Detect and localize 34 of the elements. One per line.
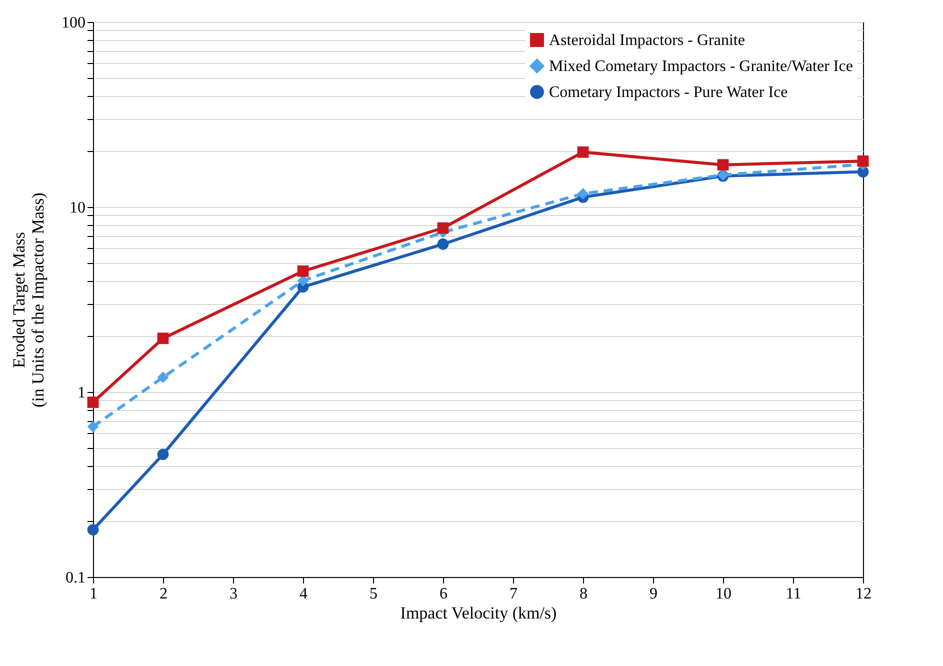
x-tick-label: 11 (786, 586, 802, 602)
legend-label: Asteroidal Impactors - Granite (549, 32, 745, 49)
x-tick-label: 12 (856, 586, 872, 602)
point (297, 265, 309, 277)
point (87, 420, 99, 432)
y-tick-label: 100 (62, 14, 86, 32)
x-tick-label: 10 (716, 586, 732, 602)
x-tick-label: 5 (370, 586, 378, 602)
point (577, 146, 589, 158)
point (437, 222, 449, 234)
point (157, 448, 169, 460)
point (857, 155, 869, 167)
point (87, 524, 99, 536)
x-tick-label: 1 (90, 586, 98, 602)
point (87, 396, 99, 408)
x-axis-title: Impact Velocity (km/s) (400, 604, 557, 622)
point (577, 188, 589, 200)
x-tick-label: 9 (650, 586, 658, 602)
point (437, 238, 449, 250)
y-tick-label: 1 (78, 384, 86, 402)
y-tick-label: 10 (70, 200, 86, 216)
legend-label: Mixed Cometary Impactors - Granite/Water Ice (549, 58, 853, 75)
legend-label: Cometary Impactors - Pure Water Ice (549, 84, 788, 101)
y-axis-title: Eroded Target Mass (in Units of the Impactor Mass) (10, 192, 48, 408)
x-tick-label: 2 (160, 586, 168, 602)
x-tick-label: 3 (230, 586, 238, 602)
x-tick-label: 4 (300, 586, 308, 602)
x-tick-label: 8 (580, 586, 588, 602)
point (157, 372, 169, 384)
y-tick-label: 0.1 (66, 570, 86, 586)
point (717, 159, 729, 171)
x-tick-label: 7 (510, 586, 518, 602)
point (157, 332, 169, 344)
x-tick-label: 6 (440, 586, 448, 602)
